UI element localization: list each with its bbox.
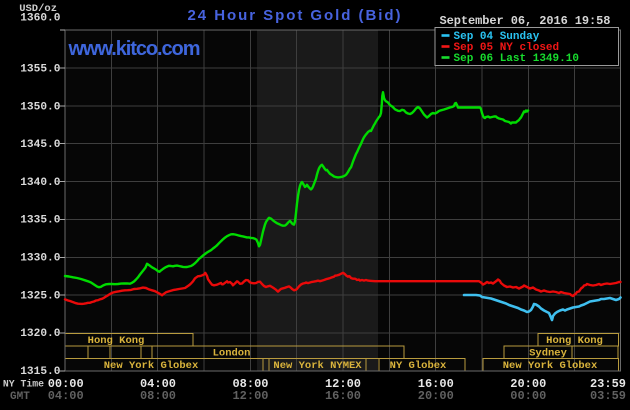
svg-text:September 06, 2016 19:58: September 06, 2016 19:58 <box>440 14 611 28</box>
svg-text:New York Globex: New York Globex <box>104 360 199 372</box>
svg-text:Sep 04 Sunday: Sep 04 Sunday <box>454 31 540 43</box>
svg-text:08:00: 08:00 <box>232 377 268 391</box>
svg-text:1360.0: 1360.0 <box>20 13 61 25</box>
svg-text:20:00: 20:00 <box>510 377 546 391</box>
svg-text:1320.0: 1320.0 <box>20 328 61 340</box>
svg-text:23:59: 23:59 <box>590 377 626 391</box>
svg-text:Sep 06 Last 1349.10: Sep 06 Last 1349.10 <box>454 53 579 65</box>
svg-text:GMT: GMT <box>10 391 30 403</box>
svg-text:Hong Kong: Hong Kong <box>88 335 145 347</box>
svg-text:1345.0: 1345.0 <box>20 139 61 151</box>
svg-text:1330.0: 1330.0 <box>20 253 61 265</box>
svg-text:1355.0: 1355.0 <box>20 64 61 76</box>
svg-text:1315.0: 1315.0 <box>20 366 61 378</box>
svg-text:Sydney: Sydney <box>529 348 568 360</box>
svg-text:12:00: 12:00 <box>232 389 268 403</box>
svg-text:www.kitco.com: www.kitco.com <box>68 38 201 60</box>
svg-text:New York Globex: New York Globex <box>503 360 598 372</box>
svg-text:03:59: 03:59 <box>590 389 626 403</box>
svg-text:1340.0: 1340.0 <box>20 177 61 189</box>
svg-text:16:00: 16:00 <box>325 389 361 403</box>
svg-text:USD/oz: USD/oz <box>19 3 57 15</box>
svg-text:Sep 05 NY closed: Sep 05 NY closed <box>454 42 560 54</box>
svg-text:NY Time: NY Time <box>3 379 44 390</box>
svg-text:00:00: 00:00 <box>510 389 546 403</box>
svg-text:04:00: 04:00 <box>48 389 84 403</box>
svg-text:12:00: 12:00 <box>325 377 361 391</box>
svg-text:London: London <box>213 348 251 360</box>
svg-text:New York NYMEX: New York NYMEX <box>273 360 362 372</box>
svg-text:16:00: 16:00 <box>418 377 454 391</box>
svg-text:00:00: 00:00 <box>48 377 84 391</box>
svg-text:1325.0: 1325.0 <box>20 290 61 302</box>
svg-text:1350.0: 1350.0 <box>20 101 61 113</box>
svg-text:04:00: 04:00 <box>140 377 176 391</box>
svg-text:08:00: 08:00 <box>140 389 176 403</box>
svg-text:1335.0: 1335.0 <box>20 215 61 227</box>
svg-text:NY Globex: NY Globex <box>390 360 447 372</box>
svg-text:24 Hour Spot Gold (Bid): 24 Hour Spot Gold (Bid) <box>188 7 401 24</box>
svg-text:20:00: 20:00 <box>418 389 454 403</box>
svg-text:Hong Kong: Hong Kong <box>546 335 603 347</box>
